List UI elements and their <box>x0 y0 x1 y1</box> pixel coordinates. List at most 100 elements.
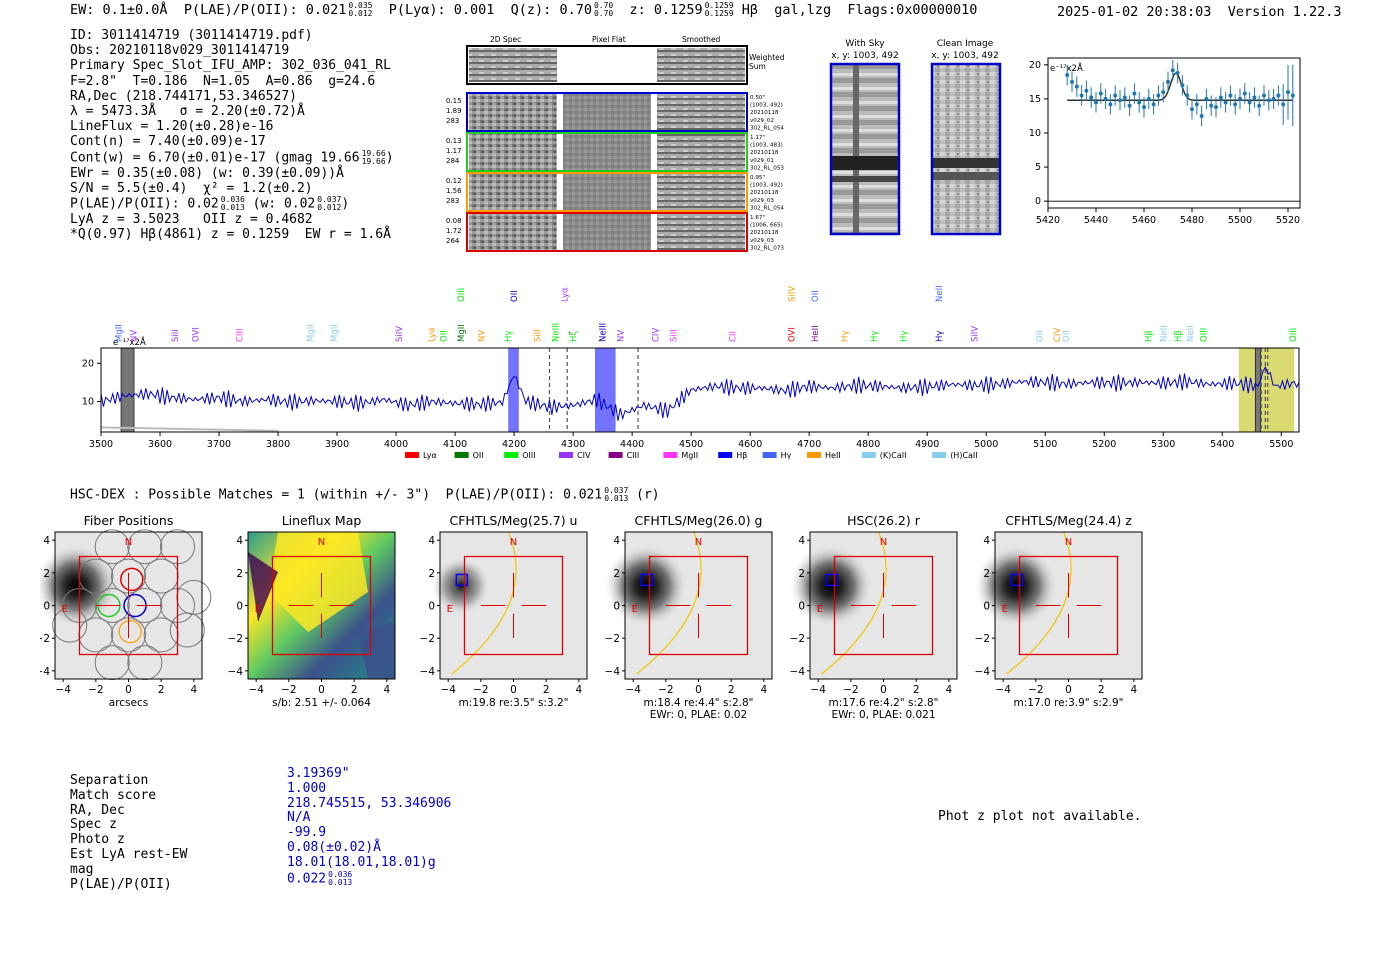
spectrum-error-trace <box>100 426 279 432</box>
zoom-x-tick-label: 5520 <box>1276 215 1300 226</box>
zoom-data-point <box>1103 96 1108 101</box>
spectrum-line-label: NeII <box>1186 325 1196 342</box>
spec2d-row-meta: (1006, 665) <box>750 223 783 229</box>
imaging-panel: CFHTLS/Meg(26.0) g N E −4 −4 −2 −2 0 0 2 2 4 4 m:18.4… <box>604 513 773 721</box>
panel-title: CFHTLS/Meg(25.7) u <box>450 513 578 528</box>
spec2d-row-meta: 20210118 <box>750 230 779 236</box>
panel-title: Fiber Positions <box>84 513 174 528</box>
clean-image <box>930 62 1002 236</box>
panel-caption: m:19.8 re:3.5" s:3.2" <box>459 697 569 709</box>
plya-value: P(Lyα): 0.001 <box>388 2 495 18</box>
spectrum-line-label: Lyα <box>560 287 570 302</box>
panel-x-tick-label: 4 <box>575 684 582 696</box>
spec2d-row: 0.12 1.56 283 0.95" (1003, 492)20210118 v029_… <box>446 172 784 212</box>
zoom-x-tick-label: 5420 <box>1036 215 1060 226</box>
zoom-x-tick-label: 5500 <box>1228 215 1252 226</box>
spectrum-line-label: OII <box>811 290 821 302</box>
match-box <box>640 573 654 587</box>
spectrum-band <box>594 348 616 432</box>
match-label: P(LAE)/P(OII) <box>70 876 172 892</box>
imaging-panel: HSC(26.2) r N E −4 −4 −2 −2 0 0 2 2 4 4 m:17.6 re:4.2… <box>789 513 958 721</box>
panel-x-tick-label: 0 <box>1065 684 1072 696</box>
panel-y-tick-label: 2 <box>798 568 805 580</box>
zoom-data-point <box>1257 103 1262 108</box>
spectrum-x-tick-label: 4600 <box>738 439 762 450</box>
match-plae-range: 0.036 0.013 <box>328 869 353 887</box>
fiber-circle <box>127 588 163 623</box>
zoom-line-chart: 5420 5440 5460 5480 5500 5520 0 5 10 15 20 e⁻¹⁷x2Å <box>1029 57 1301 226</box>
spec2d-row-meta: 0.50" <box>750 95 765 101</box>
zoom-data-point <box>1223 100 1228 105</box>
spec2d-panel: 2D Spec Pixel Flat Smoothed Weighted Sum … <box>446 35 785 252</box>
legend-label: Lyα <box>423 451 437 460</box>
aperture-ellipse <box>1006 531 1072 675</box>
panel-y-tick-label: 0 <box>798 601 805 613</box>
zoom-data-point <box>1185 93 1190 98</box>
zoom-data-point <box>1108 102 1113 107</box>
panel-y-tick-label: 4 <box>798 535 805 547</box>
zoom-data-point <box>1290 93 1295 98</box>
spectrum-line-label: Hβ <box>1174 330 1184 342</box>
panel-y-tick-label: 0 <box>43 601 50 613</box>
match-value: 18.01(18.01,18.01)g <box>287 854 436 870</box>
legend-label: Hγ <box>781 451 792 460</box>
spectrum-x-tick-label: 5200 <box>1092 439 1116 450</box>
spectrum-legend-item: (K)CaII <box>861 451 907 460</box>
legend-label: (H)CaII <box>950 451 977 460</box>
legend-label: OIII <box>522 451 535 460</box>
legend-swatch <box>663 452 678 458</box>
clean-image-title: Clean Image <box>937 39 994 49</box>
panel-y-tick-label: 0 <box>983 601 990 613</box>
zoom-data-point <box>1142 105 1146 110</box>
fiber-circle <box>127 529 163 565</box>
panel-y-tick-label: 4 <box>613 535 620 547</box>
panel-x-tick-label: −4 <box>625 684 641 696</box>
spectrum-gray-band <box>120 347 135 433</box>
spectrum-line-label: NeII <box>1159 325 1169 342</box>
spec2d-row-meta: (1003, 483) <box>750 143 783 149</box>
spec2d-row-meta: v029_02 <box>750 118 774 124</box>
spectrum-x-tick-label: 4500 <box>679 439 703 450</box>
panel-x-tick-label: −4 <box>248 684 264 696</box>
spectrum-x-tick-label: 3800 <box>266 439 290 450</box>
spectrum-legend-item: (H)CaII <box>932 451 978 460</box>
info-lya-z: LyA z = 3.5023 OII z = 0.4682 <box>70 212 313 228</box>
panel-x-tick-label: −2 <box>473 684 488 696</box>
panel-y-tick-label: 4 <box>43 535 50 547</box>
spec2d-row-meta: 20210118 <box>750 150 779 156</box>
spec2d-cell <box>469 214 557 250</box>
spectrum-x-tick-label: 5500 <box>1269 439 1293 450</box>
spectrum-legend-item: OIII <box>504 451 536 460</box>
match-box <box>825 573 839 587</box>
imaging-panels: Fiber Positions N E −4 −4 −2 −2 0 0 2 2 4 4 arcsecs Li… <box>40 513 1143 721</box>
spectrum-line-label: OII <box>1035 330 1045 342</box>
red-aperture-box <box>648 555 749 656</box>
panel-x-tick-label: 4 <box>190 684 197 696</box>
panel-x-tick-label: −4 <box>55 684 71 696</box>
zoom-data-point <box>1286 90 1290 95</box>
zoom-data-point <box>1209 103 1214 108</box>
info-plae: P(LAE)/P(OII): 0.02 0.036 0.013 (w: 0.02 0.… <box>70 195 350 213</box>
spectrum-x-tick-label: 3700 <box>207 439 231 450</box>
info-fit: F=2.8" T=0.186 N=1.05 A=0.86 g=24.6 <box>70 73 376 89</box>
version: Version 1.22.3 <box>1227 4 1342 20</box>
east-label: E <box>1002 604 1008 615</box>
flags-value: Flags:0x00000010 <box>847 2 978 18</box>
panel-y-tick-label: 0 <box>613 601 620 613</box>
zoom-data-point <box>1233 102 1238 107</box>
match-value: N/A <box>287 810 311 826</box>
panel-x-tick-label: −2 <box>658 684 673 696</box>
zoom-data-point <box>1118 98 1122 103</box>
spec2d-col-title: Pixel Flat <box>592 35 626 44</box>
zoom-axes-frame <box>1047 57 1301 209</box>
spec2d-row-meta: v029_03 <box>750 238 774 244</box>
panel-y-tick-label: −4 <box>228 666 244 678</box>
spectrum-line-label: Hβ <box>1145 330 1155 342</box>
spectrum-y-tick-label: 20 <box>82 358 94 369</box>
panel-y-tick-label: −4 <box>975 666 991 678</box>
match-value: -99.9 <box>287 825 327 841</box>
panel-x-tick-label: 0 <box>510 684 517 696</box>
legend-swatch <box>454 452 469 458</box>
with-sky-coords: x, y: 1003, 492 <box>831 51 898 61</box>
match-value: 1.000 <box>287 780 327 796</box>
